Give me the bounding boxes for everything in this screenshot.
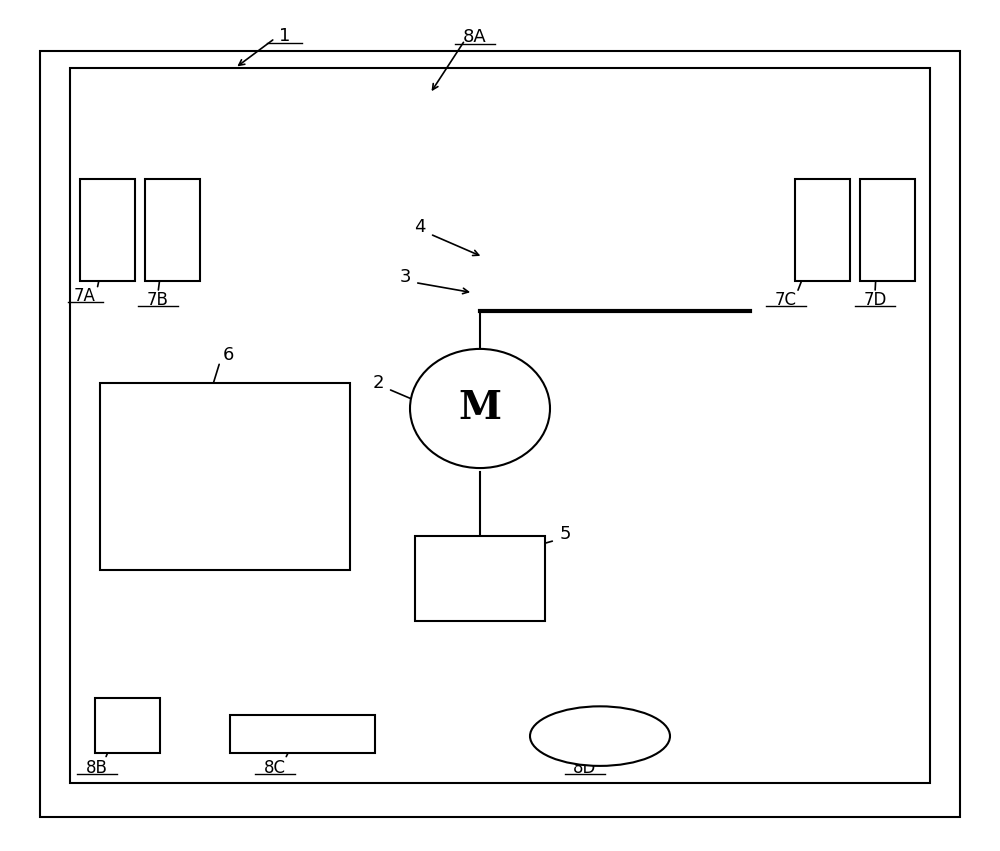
- Text: 8B: 8B: [86, 758, 108, 777]
- Text: 8A: 8A: [463, 27, 487, 46]
- Bar: [415, 536, 545, 621]
- Text: 1: 1: [279, 26, 291, 45]
- Text: 8C: 8C: [264, 758, 286, 777]
- Bar: [860, 179, 915, 281]
- Bar: [80, 179, 135, 281]
- Circle shape: [410, 349, 550, 468]
- Text: 7C: 7C: [775, 290, 797, 309]
- Text: 8D: 8D: [573, 758, 597, 777]
- Text: 6: 6: [222, 346, 234, 364]
- Text: 5: 5: [559, 525, 571, 544]
- Text: 4: 4: [414, 218, 426, 237]
- Text: 7A: 7A: [74, 287, 96, 306]
- Bar: [230, 715, 375, 753]
- Ellipse shape: [530, 706, 670, 766]
- Text: M: M: [458, 390, 502, 427]
- Bar: [100, 383, 350, 570]
- Text: 7B: 7B: [147, 290, 169, 309]
- Text: 3: 3: [399, 267, 411, 286]
- Text: 2: 2: [372, 374, 384, 392]
- Text: 7D: 7D: [863, 290, 887, 309]
- Bar: [145, 179, 200, 281]
- Bar: [70, 68, 930, 783]
- Bar: [95, 698, 160, 753]
- Bar: [795, 179, 850, 281]
